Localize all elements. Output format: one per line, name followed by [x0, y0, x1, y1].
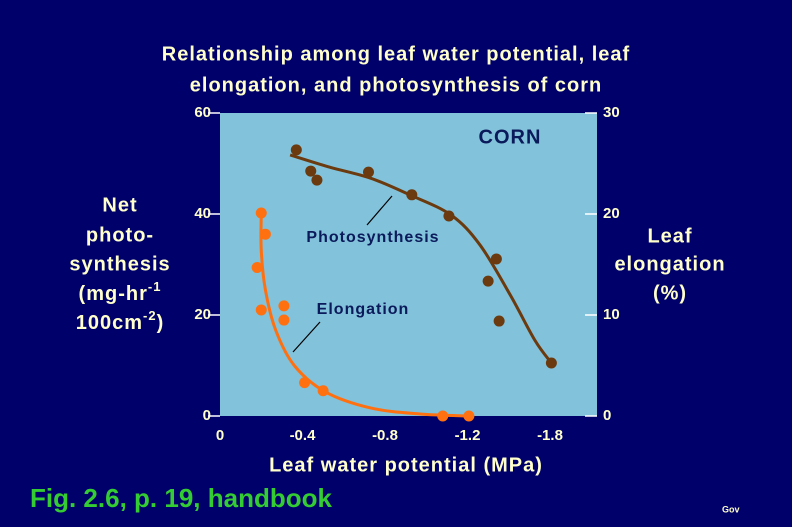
- point: [317, 385, 329, 397]
- y-axis-label-line: Net: [102, 194, 137, 216]
- series-label: Photosynthesis: [306, 229, 439, 246]
- y-axis-label-line: photo-: [86, 224, 154, 246]
- point: [311, 174, 323, 186]
- annotation: CORN: [479, 126, 542, 148]
- point: [545, 357, 557, 369]
- point: [490, 253, 502, 265]
- point: [305, 165, 317, 177]
- superscript: -1: [148, 279, 162, 294]
- y2-tick-label: 0: [603, 407, 611, 424]
- point: [463, 410, 475, 422]
- point: [255, 304, 267, 316]
- point: [299, 377, 311, 389]
- x-tick-label: -0.8: [372, 427, 398, 444]
- y-axis-label-line: synthesis: [69, 253, 170, 275]
- y2-tick-label: 30: [603, 104, 620, 121]
- y-tick-label: 40: [194, 205, 211, 222]
- point: [482, 275, 494, 287]
- point: [406, 189, 418, 201]
- x-tick-label: -0.4: [290, 427, 317, 444]
- y2-tick-label: 20: [603, 205, 620, 222]
- x-axis-label: Leaf water potential (MPa): [269, 454, 543, 476]
- chart-title: Relationship among leaf water potential,…: [162, 43, 630, 65]
- superscript: -2: [143, 308, 157, 323]
- unit: ): [157, 312, 165, 334]
- footer: Fig. 2.6, p. 19, handbook: [30, 483, 332, 513]
- chart-title: elongation, and photosynthesis of corn: [190, 74, 602, 96]
- fit-curve: [259, 212, 469, 418]
- point: [363, 166, 374, 178]
- y-tick-label: 60: [194, 104, 211, 121]
- pointer: [292, 321, 321, 353]
- y2-axis-label: Leaf: [647, 225, 692, 247]
- point: [251, 262, 263, 274]
- point: [493, 315, 505, 327]
- point: [278, 314, 290, 326]
- x-tick-label: -1.8: [537, 427, 563, 444]
- point: [290, 144, 302, 156]
- unit: 100cm: [76, 312, 143, 334]
- series-label: Elongation: [317, 301, 410, 318]
- x-tick-label: -1.2: [455, 427, 481, 444]
- point: [259, 228, 271, 240]
- y-axis-label: Net photo- synthesis (mg-hr-1 100cm-2): [69, 194, 170, 334]
- y-tick-label: 20: [194, 306, 211, 323]
- point: [437, 410, 449, 422]
- pointer: [366, 195, 393, 226]
- y-axis-label-line: (mg-hr-1: [79, 279, 162, 305]
- point: [255, 207, 267, 219]
- y2-axis-label: elongation: [614, 253, 725, 275]
- y-tick-label: 0: [203, 407, 211, 424]
- y2-tick-label: 10: [603, 306, 620, 323]
- point: [278, 300, 290, 312]
- x-tick-label: 0: [216, 427, 224, 444]
- y2-axis-label: (%): [653, 282, 687, 304]
- y-axis-label-line: 100cm-2): [76, 308, 165, 334]
- credit: Gov: [722, 504, 740, 514]
- plot-area: [220, 113, 597, 416]
- unit: (mg-hr: [79, 283, 148, 305]
- point: [443, 210, 455, 222]
